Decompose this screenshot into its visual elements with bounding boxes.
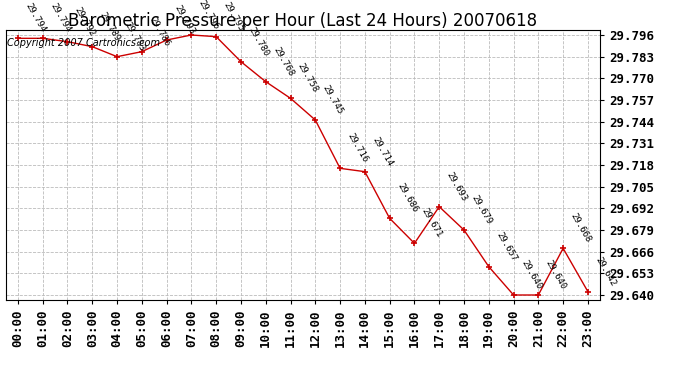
Text: 29.794: 29.794 [23,2,48,34]
Text: 29.657: 29.657 [494,230,518,262]
Text: 29.795: 29.795 [221,0,246,33]
Text: 29.679: 29.679 [470,194,493,226]
Text: 29.714: 29.714 [371,135,395,168]
Text: 29.794: 29.794 [48,2,72,34]
Text: 29.789: 29.789 [98,10,121,42]
Title: Barometric Pressure per Hour (Last 24 Hours) 20070618: Barometric Pressure per Hour (Last 24 Ho… [68,12,538,30]
Text: 29.786: 29.786 [148,15,171,48]
Text: 29.671: 29.671 [420,207,444,239]
Text: 29.783: 29.783 [123,20,146,53]
Text: 29.758: 29.758 [296,62,320,94]
Text: 29.793: 29.793 [172,3,196,36]
Text: 29.745: 29.745 [321,83,345,116]
Text: 29.686: 29.686 [395,182,419,214]
Text: 29.693: 29.693 [445,170,469,202]
Text: 29.792: 29.792 [73,5,97,38]
Text: 29.780: 29.780 [246,25,270,57]
Text: 29.796: 29.796 [197,0,221,31]
Text: Copyright 2007 Cartronics.com: Copyright 2007 Cartronics.com [7,38,159,48]
Text: 29.668: 29.668 [569,212,593,244]
Text: 29.716: 29.716 [346,132,370,164]
Text: 29.640: 29.640 [519,258,543,291]
Text: 29.768: 29.768 [271,45,295,78]
Text: 29.642: 29.642 [593,255,618,288]
Text: 29.640: 29.640 [544,258,568,291]
